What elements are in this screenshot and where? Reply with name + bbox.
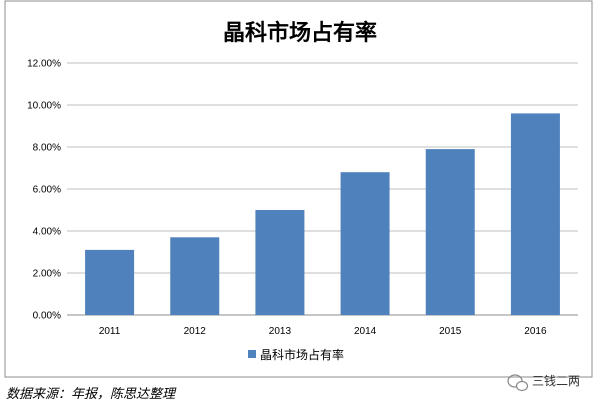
x-tick-label: 2012 (184, 326, 207, 337)
bar-2014 (340, 172, 390, 315)
chart-title: 晶科市场占有率 (223, 20, 377, 46)
y-tick-label: 8.00% (33, 143, 61, 154)
bar-2012 (170, 237, 220, 315)
gridlines (67, 62, 578, 316)
y-axis-ticks: 0.00% 2.00% 4.00% 6.00% 8.00% 10.00% 12.00% (27, 59, 61, 322)
bar-2011 (85, 249, 135, 315)
x-axis-ticks: 2011 2012 2013 2014 2015 2016 (99, 326, 547, 337)
wechat-icon (507, 374, 529, 392)
watermark-text: 三钱二两 (532, 373, 580, 388)
y-tick-label: 0.00% (33, 311, 61, 322)
y-tick-label: 10.00% (27, 101, 61, 112)
y-tick-label: 4.00% (33, 227, 61, 238)
y-tick-label: 12.00% (27, 59, 61, 70)
x-tick-label: 2013 (269, 326, 292, 337)
source-note: 数据来源：年报，陈思达整理 (6, 386, 177, 402)
x-tick-label: 2011 (99, 326, 121, 337)
x-tick-label: 2015 (439, 326, 462, 337)
bar-2013 (255, 210, 305, 315)
y-tick-label: 2.00% (33, 269, 61, 280)
legend-swatch (248, 350, 256, 358)
y-tick-label: 6.00% (33, 185, 61, 196)
watermark: 三钱二两 (507, 373, 580, 392)
bars (85, 113, 560, 316)
x-tick-label: 2016 (524, 326, 547, 337)
x-tick-label: 2014 (354, 326, 377, 337)
bar-2015 (425, 149, 475, 315)
bar-2016 (510, 113, 560, 316)
legend-label: 晶科市场占有率 (260, 347, 344, 362)
legend: 晶科市场占有率 (248, 347, 344, 362)
